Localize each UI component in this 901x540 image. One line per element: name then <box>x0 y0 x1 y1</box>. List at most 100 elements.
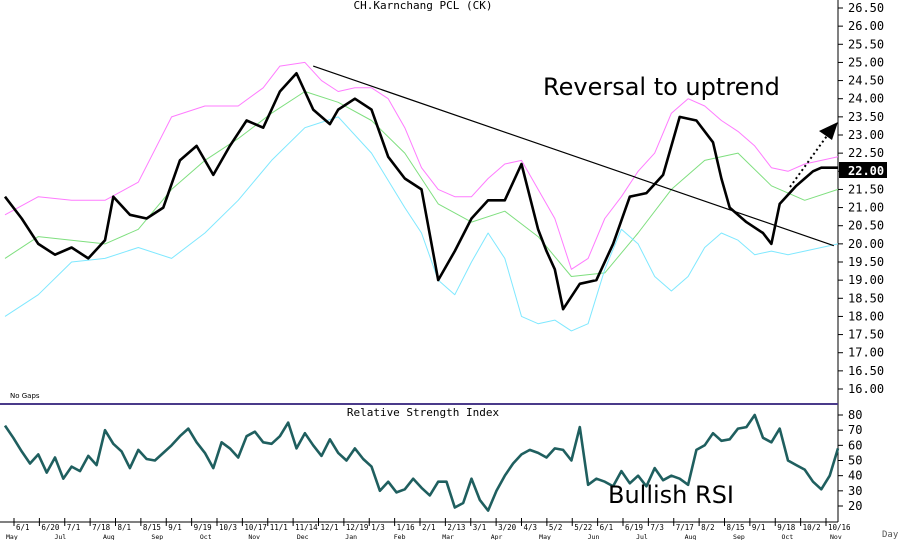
upper-band-line <box>4 61 839 270</box>
month-label: Oct <box>782 533 794 540</box>
price-tick-label: 17.00 <box>848 346 884 360</box>
month-label: Oct <box>200 533 212 540</box>
rsi-tick-label: 80 <box>848 408 862 422</box>
date-tick-label: 8/1 <box>118 523 132 532</box>
date-tick-label: 1/3 <box>371 523 385 532</box>
reversal-arrow-shaft <box>789 132 830 188</box>
month-label: Aug <box>685 533 697 540</box>
price-tick-label: 19.00 <box>848 273 884 287</box>
date-tick-label: 7/1 <box>67 523 81 532</box>
rsi-tick-label: 40 <box>848 469 862 483</box>
date-tick-label: 10/17 <box>244 523 267 532</box>
date-tick-label: 3/1 <box>473 523 487 532</box>
date-tick-label: 7/18 <box>92 523 111 532</box>
date-tick-label: 3/20 <box>498 523 517 532</box>
downtrend-line <box>313 65 835 247</box>
date-tick-label: 9/18 <box>777 523 796 532</box>
date-tick-label: 9/1 <box>752 523 766 532</box>
price-tick-label: 16.50 <box>848 364 884 378</box>
month-label: Sep <box>151 533 163 540</box>
price-tick-label: 17.50 <box>848 328 884 342</box>
price-tick-label: 23.00 <box>848 128 884 142</box>
date-tick-label: 9/19 <box>194 523 212 532</box>
rsi-tick-label: 20 <box>848 499 862 513</box>
date-tick-label: 6/1 <box>600 523 614 532</box>
price-tick-label: 24.50 <box>848 74 884 88</box>
date-tick-label: 11/1 <box>270 523 288 532</box>
price-axis: 26.50 26.00 25.50 25.00 24.50 24.00 23.50 23.00… <box>838 1 884 396</box>
date-tick-label: 7/3 <box>650 523 664 532</box>
date-tick-label: 4/3 <box>524 523 538 532</box>
date-tick-label: 10/3 <box>219 523 237 532</box>
price-tick-label: 19.50 <box>848 255 884 269</box>
current-price-box <box>839 162 887 178</box>
price-tick-label: 21.00 <box>848 201 884 215</box>
lower-band-line <box>4 116 839 332</box>
price-tick-label: 21.50 <box>848 182 884 196</box>
month-label: Nov <box>830 533 842 540</box>
date-tick-label: 6/20 <box>41 523 60 532</box>
reversal-arrow-head <box>819 122 838 140</box>
month-label: May <box>539 533 551 540</box>
rsi-tick-label: 60 <box>848 438 862 452</box>
month-label: Jun <box>588 533 600 540</box>
month-label: Sep <box>733 533 745 540</box>
month-label: Aug <box>103 533 115 540</box>
current-price-label: 22.00 <box>848 164 884 178</box>
date-tick-label: 5/22 <box>574 523 592 532</box>
month-label: Jul <box>54 533 66 540</box>
month-label: Feb <box>394 533 406 540</box>
date-tick-label: 6/1 <box>16 523 30 532</box>
date-tick-label: 8/15 <box>727 523 745 532</box>
no-gaps-label: No Gaps <box>10 392 40 400</box>
rsi-tick-label: 50 <box>848 454 862 468</box>
rsi-chart-title: Relative Strength Index <box>347 406 500 419</box>
date-axis: 6/1 6/20 7/1 7/18 8/1 8/15 9/1 9/19 10/3 10/17 11/… <box>6 518 851 540</box>
price-line <box>3 72 838 311</box>
month-label: Dec <box>297 533 309 540</box>
date-tick-label: 12/19 <box>346 523 369 532</box>
date-tick-label: 5/2 <box>549 523 563 532</box>
date-tick-label: 10/16 <box>828 523 851 532</box>
date-tick-label: 2/1 <box>422 523 436 532</box>
price-series <box>3 72 838 311</box>
price-tick-label: 24.00 <box>848 92 884 106</box>
price-tick-label: 20.50 <box>848 219 884 233</box>
date-tick-label: 11/14 <box>295 523 318 532</box>
date-tick-label: 12/1 <box>321 523 339 532</box>
price-tick-label: 26.50 <box>848 1 884 15</box>
bullish-rsi-annotation: Bullish RSI <box>608 481 734 509</box>
price-tick-label: 23.50 <box>848 110 884 124</box>
reversal-annotation: Reversal to uptrend <box>543 73 780 101</box>
date-tick-label: 7/17 <box>676 523 694 532</box>
rsi-line <box>3 413 840 512</box>
price-tick-label: 20.00 <box>848 237 884 251</box>
month-label: Nov <box>248 533 260 540</box>
price-tick-label: 16.00 <box>848 382 884 396</box>
x-axis-unit: Day <box>882 530 899 540</box>
month-label: Jan <box>345 533 357 540</box>
month-label: Apr <box>491 533 503 540</box>
price-tick-label: 25.50 <box>848 37 884 51</box>
date-tick-label: 6/19 <box>625 523 643 532</box>
month-label: Mar <box>442 533 454 540</box>
bollinger-bands <box>4 61 839 332</box>
rsi-tick-label: 70 <box>848 423 862 437</box>
date-tick-label: 8/15 <box>143 523 161 532</box>
rsi-series <box>3 413 840 512</box>
date-tick-label: 9/1 <box>168 523 182 532</box>
price-tick-label: 18.00 <box>848 309 884 323</box>
price-tick-label: 25.00 <box>848 55 884 69</box>
price-tick-label: 22.50 <box>848 146 884 160</box>
rsi-tick-label: 30 <box>848 484 862 498</box>
month-label: May <box>6 533 18 540</box>
middle-band-line <box>4 91 839 277</box>
date-tick-label: 1/16 <box>397 523 416 532</box>
date-tick-label: 2/13 <box>447 523 465 532</box>
price-tick-label: 18.50 <box>848 291 884 305</box>
date-tick-label: 8/2 <box>701 523 715 532</box>
month-label: Jul <box>636 533 648 540</box>
date-tick-label: 10/2 <box>803 523 821 532</box>
